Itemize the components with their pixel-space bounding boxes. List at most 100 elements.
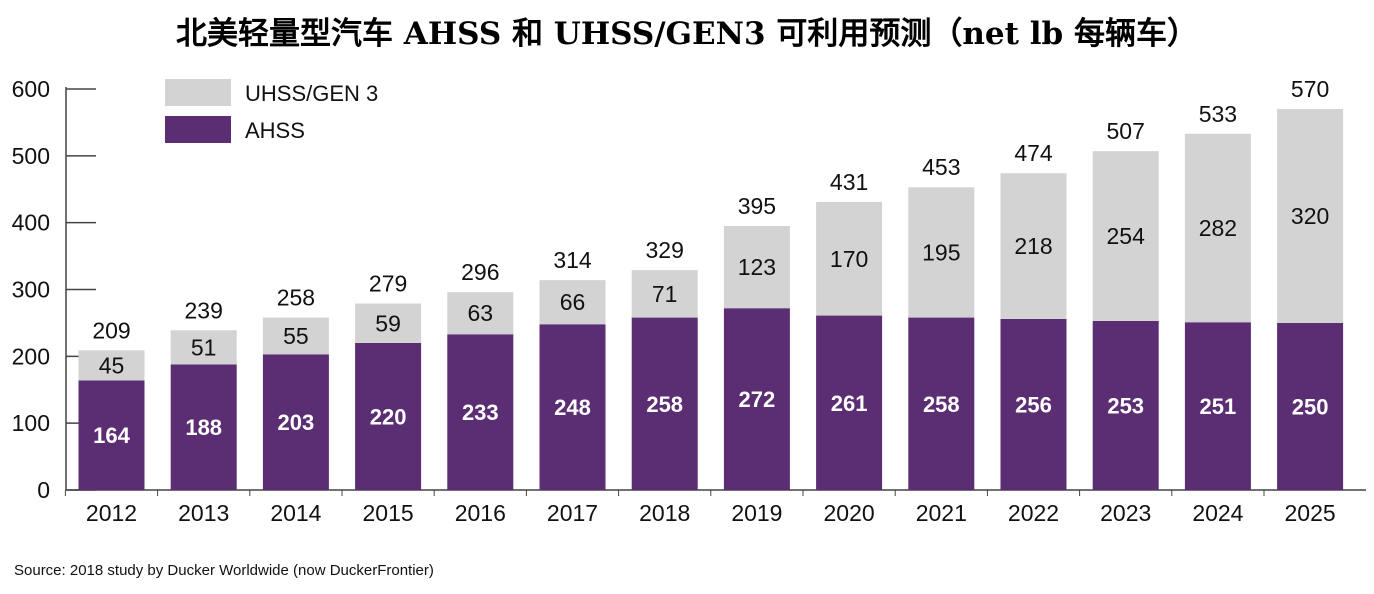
uhss-value-label: 254	[1107, 223, 1146, 249]
bar-ahss	[539, 324, 606, 490]
ahss-value-label: 272	[739, 387, 776, 412]
y-tick-label: 100	[12, 410, 50, 436]
bar-uhss-gen3	[539, 280, 606, 325]
bar-uhss-gen3	[170, 330, 237, 365]
total-value-label: 279	[369, 271, 407, 297]
legend-label-ahss: AHSS	[245, 118, 305, 143]
bar-uhss-gen3	[723, 226, 790, 309]
ahss-value-label: 164	[93, 423, 130, 448]
ahss-value-label: 233	[462, 400, 499, 425]
ahss-value-label: 251	[1200, 394, 1237, 419]
bar-uhss-gen3	[1092, 151, 1159, 321]
data-labels: 164 45 209 188 51 239 203 55 258 220 59 279 233 63 296…	[92, 76, 1329, 448]
x-tick-label: 2013	[178, 500, 229, 526]
uhss-value-label: 55	[283, 323, 309, 349]
total-value-label: 453	[922, 154, 960, 180]
source-note: Source: 2018 study by Ducker Worldwide (…	[14, 562, 434, 579]
y-tick-label: 300	[12, 277, 50, 303]
ahss-value-label: 253	[1107, 393, 1144, 418]
x-tick-label: 2022	[1008, 500, 1059, 526]
ahss-value-label: 203	[278, 410, 315, 435]
x-tick-label: 2015	[363, 500, 414, 526]
ahss-value-label: 258	[646, 392, 683, 417]
y-tick-label: 200	[12, 343, 50, 369]
total-value-label: 314	[553, 247, 592, 273]
x-tick-label: 2021	[916, 500, 967, 526]
x-tick-label: 2017	[547, 500, 598, 526]
bar-ahss	[816, 315, 883, 490]
uhss-value-label: 123	[738, 254, 776, 280]
x-tick-label: 2024	[1192, 500, 1243, 526]
x-tick-label: 2012	[86, 500, 137, 526]
uhss-value-label: 282	[1199, 215, 1237, 241]
x-tick-label: 2025	[1285, 500, 1336, 526]
uhss-value-label: 45	[99, 352, 125, 378]
bar-uhss-gen3	[262, 317, 329, 355]
uhss-value-label: 71	[652, 281, 678, 307]
chart-title: 北美轻量型汽车 AHSS 和 UHSS/GEN3 可利用预测（net lb 每辆…	[176, 16, 1198, 52]
uhss-value-label: 195	[922, 239, 960, 265]
bar-ahss	[908, 317, 975, 490]
bar-ahss	[262, 354, 329, 490]
legend-swatch-uhss-gen3	[165, 79, 231, 106]
legend-label-uhss-gen3: UHSS/GEN 3	[245, 81, 378, 106]
y-tick-label: 0	[37, 477, 50, 503]
uhss-value-label: 218	[1014, 233, 1052, 259]
total-value-label: 395	[738, 193, 776, 219]
uhss-value-label: 66	[560, 289, 586, 315]
total-value-label: 258	[277, 285, 315, 311]
legend: UHSS/GEN 3 AHSS	[165, 79, 378, 143]
bar-uhss-gen3	[1000, 173, 1067, 319]
ahss-value-label: 248	[554, 395, 591, 420]
x-tick-label: 2020	[824, 500, 875, 526]
bar-ahss	[1092, 320, 1159, 490]
bar-ahss	[78, 380, 145, 490]
total-value-label: 474	[1014, 140, 1053, 166]
y-tick-label: 400	[12, 210, 50, 236]
x-tick-label: 2016	[455, 500, 506, 526]
bars	[78, 109, 1344, 490]
bar-ahss	[723, 308, 790, 490]
total-value-label: 431	[830, 169, 868, 195]
bar-ahss	[631, 317, 698, 490]
ahss-value-label: 261	[831, 391, 868, 416]
x-tick-label: 2019	[731, 500, 782, 526]
bar-ahss	[447, 334, 514, 490]
y-tick-label: 500	[12, 143, 50, 169]
bar-ahss	[1184, 322, 1251, 490]
total-value-label: 296	[461, 259, 499, 285]
axes: 0 100 200 300 400 500 600 2012 2013 2014 2015 2016 2…	[12, 76, 1366, 526]
total-value-label: 570	[1291, 76, 1329, 102]
bar-uhss-gen3	[447, 292, 514, 335]
ahss-value-label: 188	[185, 415, 222, 440]
x-tick-label: 2023	[1100, 500, 1151, 526]
bar-ahss	[1277, 322, 1344, 490]
bar-uhss-gen3	[816, 201, 883, 316]
bar-uhss-gen3	[1277, 109, 1344, 323]
total-value-label: 507	[1107, 118, 1145, 144]
bar-uhss-gen3	[908, 187, 975, 318]
legend-swatch-ahss	[165, 116, 231, 143]
bar-uhss-gen3	[631, 270, 698, 318]
uhss-value-label: 63	[468, 300, 494, 326]
bar-uhss-gen3	[355, 303, 422, 343]
bar-ahss	[170, 364, 237, 490]
ahss-value-label: 256	[1015, 392, 1052, 417]
uhss-value-label: 320	[1291, 203, 1329, 229]
total-value-label: 209	[92, 317, 130, 343]
x-tick-label: 2014	[270, 500, 321, 526]
y-tick-label: 600	[12, 76, 50, 102]
uhss-value-label: 170	[830, 246, 868, 272]
bar-uhss-gen3	[1184, 133, 1251, 323]
bar-ahss	[1000, 318, 1067, 490]
total-value-label: 239	[185, 297, 223, 323]
total-value-label: 329	[646, 237, 684, 263]
uhss-value-label: 59	[375, 310, 401, 336]
uhss-value-label: 51	[191, 334, 217, 360]
bar-ahss	[355, 342, 422, 490]
total-value-label: 533	[1199, 101, 1237, 127]
ahss-value-label: 250	[1292, 394, 1329, 419]
ahss-value-label: 220	[370, 404, 407, 429]
x-tick-label: 2018	[639, 500, 690, 526]
